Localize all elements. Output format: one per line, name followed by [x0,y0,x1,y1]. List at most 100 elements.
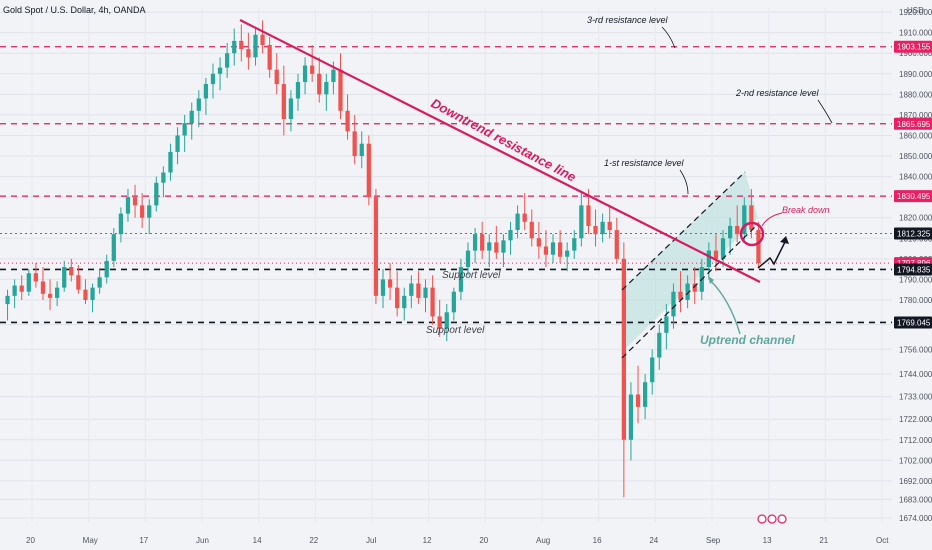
x-tick-label: Aug [536,536,550,545]
channel-pointer-head [708,276,714,284]
candle-body [621,258,626,440]
candle-body [480,234,485,251]
candle-body [423,287,428,298]
y-tick-label: 1744.000 [899,370,932,379]
candle-body [168,151,173,173]
y-tick-label: 1880.000 [899,90,932,99]
x-tick-label: 24 [649,536,658,545]
candle-body [472,234,478,251]
candle-body [217,67,223,74]
price-tag-label: 1794.835 [897,265,931,274]
candle-body [281,84,286,120]
y-tick-label: 1683.000 [899,495,932,504]
uptrend-channel-fill [622,172,758,352]
time-axis-bg [0,530,932,550]
x-tick-label: May [83,536,98,545]
candle-body [210,73,216,85]
candle-body [657,332,662,358]
y-tick-label: 1910.000 [899,29,932,38]
y-tick-label: 1702.000 [899,456,932,465]
candle-body [90,287,95,300]
x-tick-label: Jul [366,536,376,545]
candle-body [40,281,46,294]
candle-body [706,250,711,268]
candle-body [664,316,669,333]
candle-body [642,382,648,407]
candle-body [593,225,598,235]
candle-body [111,234,116,261]
candle-body [295,82,301,99]
candle-body [692,283,697,292]
price-tag [894,190,932,203]
candle-body [416,283,421,298]
candle-body [274,69,279,85]
candle-body [487,242,492,251]
candle-body [678,291,683,300]
y-tick-label: 1712.000 [899,436,932,445]
price-tag [894,40,932,53]
projection-arrow [757,239,787,269]
candle-body [331,69,336,83]
candle-body [727,225,733,239]
y-tick-label: 1674.000 [899,514,932,523]
candle-body [288,98,294,120]
candle-body [324,82,329,95]
event-marker-icon[interactable] [767,514,777,524]
candle-body [225,53,230,68]
candle-body [387,279,393,288]
candle-body [501,240,506,253]
candle-body [260,34,265,46]
candle-body [565,250,570,257]
price-axis[interactable]: 1920.000 1910.000 1900.000 1890.000 1880.000… [892,0,932,550]
candle-body [515,213,520,231]
candle-body [345,110,350,132]
candle-body [154,182,159,206]
candle-body [635,394,641,407]
candle-body [302,65,308,83]
candle-body [12,285,17,296]
event-marker-icon[interactable] [777,514,787,524]
candle-body [55,287,60,298]
candle-body [76,275,81,290]
candle-body [756,230,761,263]
candle-body [246,49,251,58]
candle-body [557,242,563,257]
candle-body [83,289,88,300]
candle-body [402,295,407,309]
y-tick-label: 1890.000 [899,70,932,79]
downtrend-line [239,19,761,283]
candle-body [5,295,10,305]
time-axis[interactable]: 20 May 17 Jun 14 22 Jul 12 20 Aug 16 24 Sep 13 21 Oct [0,530,932,550]
candle-body [550,242,556,255]
candle-body [26,273,31,292]
annotation-r1: 1-st resistance level [604,158,685,168]
candle-body [614,230,619,259]
breakdown-pointer [761,212,783,227]
candle-body [147,205,152,218]
candle-body [196,98,201,111]
x-tick-label: 22 [309,536,318,545]
annotation-overlay [239,19,833,524]
candle-body [161,172,166,183]
x-tick-label: 20 [26,536,35,545]
candle-body [451,291,456,313]
r1-pointer [679,169,689,195]
candle-body [118,213,124,235]
candle-body [310,65,315,74]
candle-body [140,205,145,218]
price-tag [894,117,932,130]
candle-body [494,242,499,253]
candle-body [579,205,584,239]
x-tick-label: 21 [819,536,828,545]
y-tick-label: 1850.000 [899,152,932,161]
candle-body [600,221,605,235]
candle-body [19,285,24,292]
y-tick-label: 1900.000 [899,49,932,58]
annotation-r2: 2-nd resistance level [735,88,820,98]
event-marker-icon[interactable] [757,514,767,524]
candle-body [189,110,194,124]
breakdown-circle [739,221,765,247]
candle-body [97,277,102,288]
